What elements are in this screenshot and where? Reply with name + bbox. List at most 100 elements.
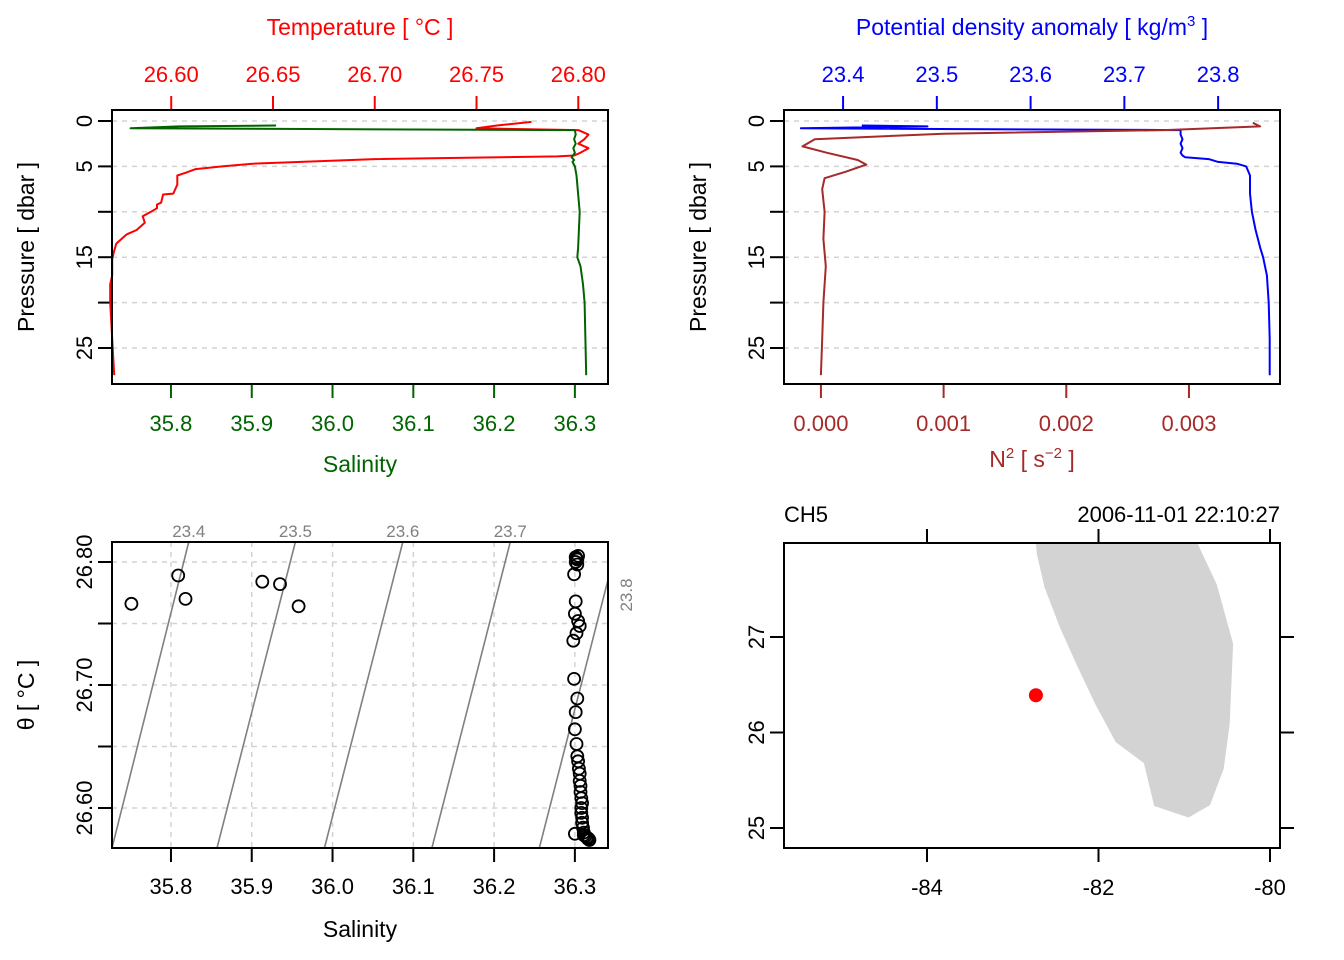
y-tick-label: 0 [72,115,97,127]
y-tick-label: 15 [744,245,769,269]
data-point [574,801,589,815]
x-tick-label: 36.3 [553,874,596,899]
data-point [570,557,585,572]
x-tick-label: -82 [1083,875,1115,900]
data-point [572,619,587,633]
data-point [568,594,583,609]
data-point [567,672,581,686]
series-lines [109,120,590,376]
series-line-potential-density-anomaly [799,124,1271,376]
data-point [575,810,589,825]
top-tick-label: 26.80 [551,62,606,87]
top-tick-label: 26.65 [245,62,300,87]
isopycnal-line-23.4 [112,542,190,848]
top-axis-ticks: 23.4 23.5 23.6 23.7 23.8 [822,62,1240,110]
data-point [575,796,589,810]
data-point [291,599,306,614]
isopycnal-label: 23.6 [386,522,419,541]
data-point [124,596,139,611]
station-marker-layer [1028,688,1043,703]
grid-lines [112,542,608,848]
data-point [574,806,589,820]
plot-frame [111,541,609,849]
y-tick-label: 5 [72,160,97,172]
series-line-n2 [801,121,1262,376]
bottom-tick-label: 0.003 [1161,411,1216,436]
grid-lines [784,120,1280,349]
data-point [566,633,581,648]
y-axis-ticks: 0 5 15 25 [744,115,784,360]
series-line-salinity [129,124,588,376]
y-axis-ticks: 26.60 26.70 26.80 [72,534,112,836]
panel-ts-profile: Temperature [ °C ] Salinity Pressure [ d… [13,14,609,477]
data-point [568,705,583,719]
x-tick-label: -84 [911,875,943,900]
x-axis-title-salinity: Salinity [323,916,398,942]
data-point [171,568,186,583]
x-axis-ticks: -84 -82 -80 [911,529,1286,900]
bottom-axis-ticks: 35.8 35.9 36.0 36.1 36.2 36.3 [150,384,596,436]
top-tick-label: 23.6 [1009,62,1052,87]
station-datetime: 2006-11-01 22:10:27 [1077,502,1280,527]
data-point [273,577,287,591]
top-axis-ticks: 26.60 26.65 26.70 26.75 26.80 [144,62,606,110]
y-tick-label: 26.60 [72,780,97,835]
data-point [569,737,584,751]
y-tick-label: 5 [744,160,769,172]
x-tick-label: 36.0 [311,874,354,899]
panel-ts-diagram: Salinity θ [ °C ] 23.4 23.5 23.6 23.7 23.8 3… [13,522,636,942]
bottom-tick-label: 36.1 [392,411,435,436]
data-point [568,555,583,569]
y-tick-label: 26.70 [72,657,97,712]
y-axis-title-pressure: Pressure [ dbar ] [13,162,39,332]
top-axis-title-density: Potential density anomaly [ kg/m3​ ] [856,13,1208,40]
bottom-tick-label: 0.000 [793,411,848,436]
series-lines [799,121,1271,376]
top-tick-label: 26.70 [347,62,402,87]
isopycnal-label: 23.7 [494,522,527,541]
coastline-land [1035,543,1234,818]
bottom-axis-title-salinity: Salinity [323,451,398,477]
bottom-tick-label: 35.9 [230,411,273,436]
isopycnal-line-23.7 [431,542,512,848]
data-point [568,722,582,737]
top-tick-label: 23.7 [1103,62,1146,87]
data-point [571,549,585,563]
y-axis-title-pressure: Pressure [ dbar ] [685,162,711,332]
data-point [574,791,589,806]
y-tick-label: 25 [744,816,769,840]
bottom-tick-label: 35.8 [150,411,193,436]
bottom-axis-title-n2: N2​ [ s−2​ ] [989,445,1075,472]
data-points [124,549,597,847]
bottom-tick-label: 0.001 [916,411,971,436]
x-axis-ticks: 35.8 35.9 36.0 36.1 36.2 36.3 [150,848,596,899]
data-point [568,606,582,621]
y-tick-label: 15 [72,245,97,269]
y-axis-ticks: 25 26 27 [744,625,1294,840]
x-tick-label: 35.9 [230,874,273,899]
plot-frame [783,109,1281,385]
top-tick-label: 23.4 [822,62,865,87]
top-tick-label: 26.75 [449,62,504,87]
map-frame [783,542,1281,849]
bottom-axis-ticks: 0.000 0.001 0.002 0.003 [793,384,1217,436]
series-line-temperature [109,120,590,376]
y-tick-label: 27 [744,625,769,649]
y-tick-label: 0 [744,115,769,127]
bottom-tick-label: 36.3 [553,411,596,436]
isopycnal-lines: 23.4 23.5 23.6 23.7 23.8 [112,522,636,848]
x-tick-label: 36.2 [473,874,516,899]
isopycnal-line-23.6 [323,542,404,848]
data-point [178,592,193,606]
isopycnal-label: 23.4 [172,522,205,541]
panel-station-map: CH5 2006-11-01 22:10:27 -84 -82 -80 25 26 27 [744,502,1294,900]
florida-landmass [1035,543,1234,818]
top-tick-label: 23.8 [1197,62,1240,87]
y-tick-label: 26 [744,720,769,744]
y-tick-label: 25 [72,336,97,360]
bottom-tick-label: 0.002 [1039,411,1094,436]
top-tick-label: 26.60 [144,62,199,87]
bottom-tick-label: 36.0 [311,411,354,436]
x-tick-label: 35.8 [150,874,193,899]
data-point [569,626,584,641]
